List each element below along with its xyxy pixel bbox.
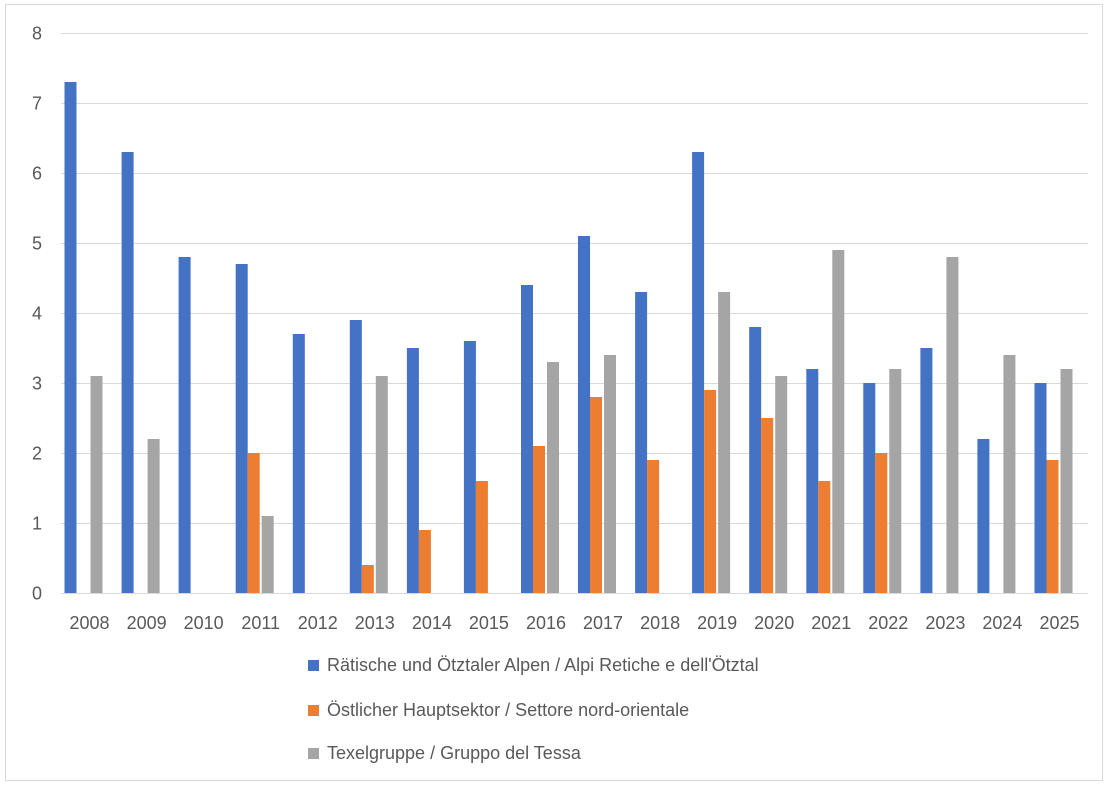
bar-series-1-2018 <box>635 292 648 593</box>
x-tick-label: 2019 <box>697 613 737 633</box>
x-tick-label: 2017 <box>583 613 623 633</box>
x-axis-ticks: 2008 2009 2010 2011 2012 2013 2014 2015 2016 2017… <box>69 613 1079 633</box>
bar-series-1-2016 <box>521 285 533 593</box>
x-tick-label: 2011 <box>241 613 280 633</box>
x-tick-label: 2012 <box>298 613 338 633</box>
bar-series-1-2025 <box>1034 383 1047 593</box>
bar-series-3-2016 <box>547 362 559 593</box>
x-tick-label: 2023 <box>925 613 965 633</box>
x-tick-label: 2010 <box>184 613 224 633</box>
y-tick-label: 6 <box>32 164 42 184</box>
bar-series-3-2021 <box>832 250 845 593</box>
bar-series-3-2011 <box>261 516 274 593</box>
bar-series-2-2014 <box>418 530 431 593</box>
y-tick-label: 2 <box>32 444 42 464</box>
bar-series-2-2020 <box>761 418 774 593</box>
bar-series-2-2019 <box>704 390 717 593</box>
legend-label-series-2: Östlicher Hauptsektor / Settore nord-ori… <box>327 700 689 720</box>
y-tick-label: 4 <box>32 304 42 324</box>
bar-series-1-2021 <box>806 369 819 593</box>
bar-series-2-2013 <box>361 565 374 593</box>
bar-series-2-2017 <box>590 397 602 593</box>
bar-series-3-2017 <box>604 355 616 593</box>
bar-series-2-2025 <box>1046 460 1059 593</box>
bar-series-1-2014 <box>406 348 419 593</box>
legend-swatch-series-3 <box>308 748 319 759</box>
x-tick-label: 2022 <box>868 613 908 633</box>
bar-series-2-2022 <box>875 453 888 593</box>
y-axis-ticks: 0 1 2 3 4 5 6 7 8 <box>32 24 42 604</box>
x-tick-label: 2008 <box>69 613 109 633</box>
bar-series-2-2018 <box>647 460 660 593</box>
bar-series-1-2019 <box>692 152 705 593</box>
y-tick-label: 8 <box>32 24 42 44</box>
bar-series-1-2022 <box>863 383 876 593</box>
bar-series-1-2023 <box>920 348 933 593</box>
bar-series-2-2011 <box>247 453 260 593</box>
bar-series-2-2016 <box>533 446 545 593</box>
x-tick-label: 2014 <box>412 613 452 633</box>
bar-series-3-2022 <box>889 369 902 593</box>
x-tick-label: 2015 <box>469 613 509 633</box>
bar-series-3-2023 <box>946 257 959 593</box>
bar-series-1-2017 <box>578 236 590 593</box>
legend-label-series-3: Texelgruppe / Gruppo del Tessa <box>327 743 582 763</box>
y-tick-label: 3 <box>32 374 42 394</box>
bar-series-1-2015 <box>463 341 476 593</box>
y-tick-label: 7 <box>32 94 42 114</box>
bar-series-2-2021 <box>818 481 831 593</box>
x-tick-label: 2018 <box>640 613 680 633</box>
y-tick-label: 0 <box>32 584 42 604</box>
bar-series-3-2013 <box>375 376 388 593</box>
bar-series-3-2024 <box>1003 355 1016 593</box>
legend-label-series-1: Rätische und Ötztaler Alpen / Alpi Retic… <box>327 655 759 675</box>
x-tick-label: 2020 <box>754 613 794 633</box>
bar-series-1-2011 <box>235 264 248 593</box>
bar-series-3-2020 <box>775 376 788 593</box>
bar-series-1-2008 <box>64 82 77 593</box>
bar-series-3-2019 <box>718 292 731 593</box>
y-tick-label: 5 <box>32 234 42 254</box>
legend: Rätische und Ötztaler Alpen / Alpi Retic… <box>308 655 759 763</box>
bar-series-1-2020 <box>749 327 762 593</box>
x-tick-label: 2024 <box>982 613 1022 633</box>
bars <box>64 82 1073 593</box>
bar-series-2-2015 <box>475 481 488 593</box>
bar-series-3-2025 <box>1060 369 1073 593</box>
bar-series-3-2008 <box>90 376 103 593</box>
bar-series-1-2024 <box>977 439 990 593</box>
bar-series-1-2010 <box>178 257 191 593</box>
gridlines <box>61 33 1088 594</box>
bar-series-1-2009 <box>121 152 134 593</box>
x-tick-label: 2025 <box>1039 613 1079 633</box>
x-tick-label: 2009 <box>127 613 167 633</box>
legend-swatch-series-1 <box>308 660 319 671</box>
y-tick-label: 1 <box>32 514 42 534</box>
bar-series-3-2009 <box>147 439 160 593</box>
x-tick-label: 2016 <box>526 613 566 633</box>
bar-series-1-2012 <box>292 334 305 593</box>
legend-swatch-series-2 <box>308 705 319 716</box>
x-tick-label: 2021 <box>811 613 851 633</box>
x-tick-label: 2013 <box>355 613 395 633</box>
bar-series-1-2013 <box>349 320 362 593</box>
